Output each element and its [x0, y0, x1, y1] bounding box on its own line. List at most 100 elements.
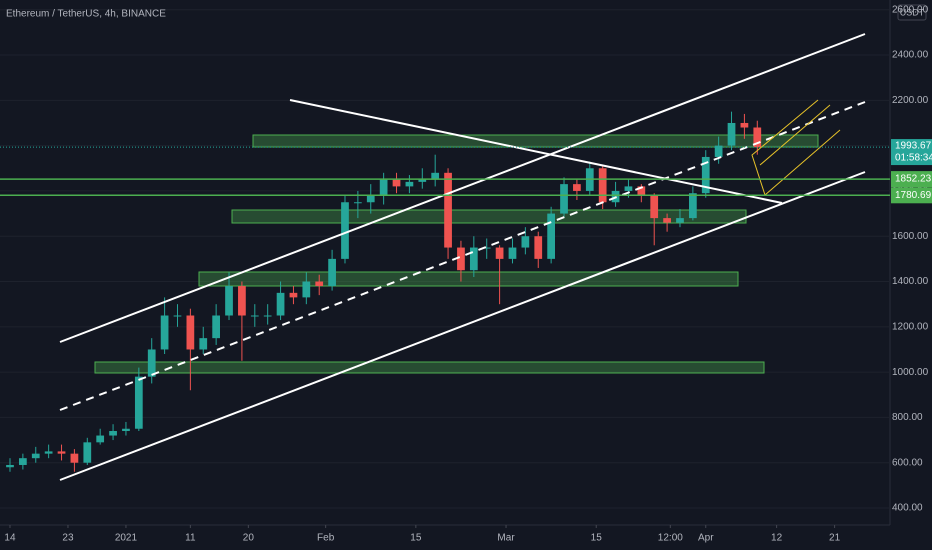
candle-body — [650, 195, 659, 219]
candle-body — [341, 202, 349, 259]
candle-body — [225, 286, 233, 316]
y-tick-label: 1200.00 — [892, 321, 929, 332]
candle-body — [663, 218, 671, 223]
price-label-box — [891, 171, 932, 188]
candle-body — [70, 453, 79, 463]
candle-body — [598, 168, 607, 203]
candle-body — [508, 247, 517, 259]
y-tick-label: 2200.00 — [892, 95, 929, 106]
candle-body — [83, 442, 92, 463]
y-tick-label: 1600.00 — [892, 231, 929, 242]
candle-body — [263, 315, 272, 317]
currency-box — [897, 4, 927, 21]
candle-body — [6, 464, 14, 468]
candle-body — [122, 428, 130, 432]
candle-body — [328, 258, 336, 287]
x-tick-label: 23 — [62, 533, 74, 544]
candle-body — [714, 145, 723, 157]
candle-body — [482, 247, 491, 249]
candle-body — [637, 186, 646, 196]
currency: USDT — [900, 7, 925, 17]
candle-body — [57, 451, 66, 454]
candle-body — [689, 193, 697, 219]
candle-body — [315, 281, 324, 287]
x-tick-label: 11 — [185, 533, 196, 544]
candle-body — [238, 286, 246, 316]
projection — [759, 104, 831, 166]
x-tick-label: Apr — [698, 533, 714, 544]
y-tick-label: 2600.00 — [892, 4, 929, 15]
x-tick-label: 14 — [4, 533, 16, 544]
x-tick-label: 15 — [591, 533, 603, 544]
candle-body — [560, 184, 568, 214]
candle-body — [19, 458, 27, 465]
candle-body — [753, 127, 762, 148]
candle-body — [109, 431, 117, 436]
y-tick-label: 1000.00 — [892, 367, 929, 378]
candle-body — [521, 236, 530, 248]
x-tick-label: 12 — [771, 533, 783, 544]
candle-body — [31, 453, 40, 459]
candle-body — [444, 172, 452, 248]
candle-body — [199, 338, 208, 350]
channel-lower — [59, 171, 866, 481]
x-tick-label: Mar — [497, 533, 515, 544]
x-tick-label: 15 — [410, 533, 422, 544]
candle-body — [418, 179, 427, 182]
candle-body — [534, 236, 543, 259]
price-label-box — [891, 187, 932, 204]
candle-body — [134, 376, 143, 429]
projection — [751, 99, 841, 196]
candle-body — [701, 156, 710, 194]
drawings — [59, 33, 866, 481]
candle-body — [96, 435, 105, 443]
zone — [252, 134, 819, 148]
x-tick-label: 2021 — [115, 533, 138, 544]
candle-body — [160, 315, 169, 350]
candle-body — [354, 202, 362, 204]
price-label: 1780.69 — [895, 190, 932, 201]
candle-body — [379, 179, 388, 196]
candle-body — [147, 349, 156, 377]
zone — [198, 271, 739, 287]
y-tick-label: 600.00 — [892, 457, 923, 468]
candle-body — [366, 195, 375, 203]
last-price: 1993.67 — [895, 141, 932, 152]
candle-body — [624, 186, 633, 191]
candle-body — [302, 281, 311, 298]
x-tick-label: Feb — [317, 533, 335, 544]
last-price-box — [891, 139, 932, 166]
candle-body — [431, 172, 440, 180]
candle-body — [173, 315, 182, 317]
candle-body — [727, 122, 736, 146]
candle-body — [469, 247, 478, 271]
candle-body — [212, 315, 221, 339]
candle-body — [44, 451, 53, 454]
candle-body — [289, 292, 298, 298]
candle-body — [495, 247, 504, 259]
candle-body — [457, 247, 465, 271]
y-tick-label: 400.00 — [892, 503, 923, 514]
candle-body — [186, 315, 195, 350]
candle-body — [250, 315, 259, 317]
price-label: 1852.23 — [895, 174, 932, 185]
countdown: 01:58:34 — [895, 153, 932, 164]
candle-body — [676, 218, 684, 223]
candle-body — [547, 213, 556, 259]
channel-upper — [59, 33, 866, 343]
zone — [94, 361, 765, 374]
trendline — [289, 99, 783, 204]
candle-body — [392, 179, 401, 187]
y-tick-label: 2400.00 — [892, 50, 929, 61]
candle-body — [740, 122, 749, 128]
candle-body — [405, 181, 414, 187]
channel-mid — [59, 101, 866, 411]
symbol-title: Ethereum / TetherUS, 4h, BINANCE — [6, 9, 166, 20]
candle-body — [573, 184, 581, 191]
x-tick-label: 12:00 — [658, 533, 683, 544]
candle-body — [276, 292, 285, 316]
y-tick-label: 1400.00 — [892, 276, 929, 287]
